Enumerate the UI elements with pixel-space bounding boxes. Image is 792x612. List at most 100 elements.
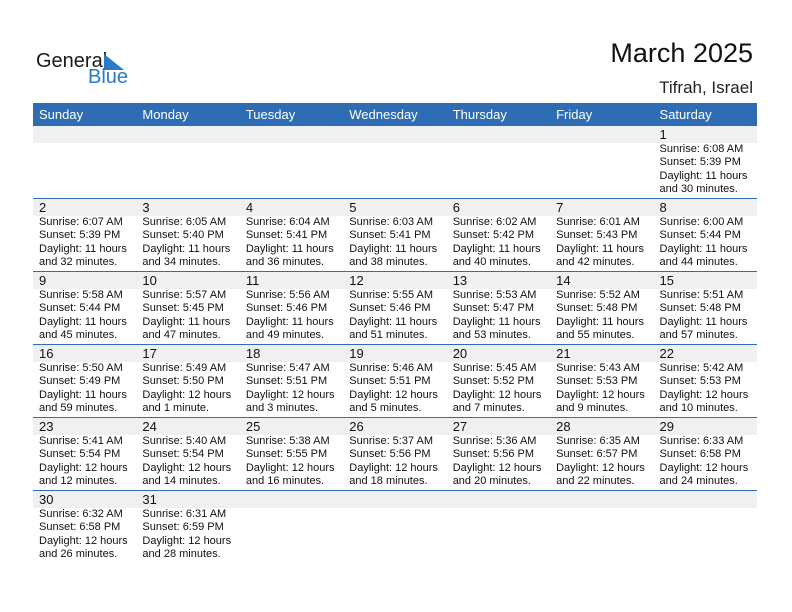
day-number: 13 — [452, 273, 468, 288]
sunset-text: Sunset: 5:56 PM — [452, 448, 535, 461]
daylight-text: and 32 minutes. — [39, 255, 118, 268]
daylight-text: Daylight: 12 hours — [556, 388, 645, 401]
day-cell: 12 Sunrise: 5:55 AM Sunset: 5:46 PM Dayligh… — [343, 272, 447, 344]
day-info: Sunrise: 5:45 AM Sunset: 5:52 PM Daylight:… — [453, 362, 542, 415]
daylight-text: and 36 minutes. — [245, 255, 325, 268]
daylight-text: Daylight: 12 hours — [142, 534, 232, 547]
daylight-text: and 45 minutes. — [39, 328, 118, 341]
sunrise-text: Sunrise: 5:57 AM — [142, 289, 227, 301]
day-info: Sunrise: 5:46 AM Sunset: 5:51 PM Daylight:… — [349, 362, 438, 415]
sunset-text: Sunset: 5:51 PM — [349, 375, 431, 388]
day-number-band — [33, 491, 137, 508]
daylight-text: Daylight: 12 hours — [556, 461, 645, 474]
day-number-band — [653, 345, 757, 362]
weekday-wednesday: Wednesday — [349, 107, 418, 122]
weekday-tuesday: Tuesday — [245, 107, 296, 122]
day-number-band — [550, 199, 654, 216]
day-number: 21 — [556, 346, 571, 361]
day-number: 25 — [245, 419, 261, 434]
daylight-text: Daylight: 11 hours — [556, 242, 644, 255]
daylight-text: and 9 minutes. — [556, 401, 629, 414]
day-number: 19 — [349, 346, 364, 361]
daylight-text: Daylight: 11 hours — [39, 315, 127, 328]
day-number: 4 — [245, 200, 254, 215]
daylight-text: Daylight: 12 hours — [39, 534, 128, 547]
day-number-band — [343, 199, 447, 216]
sunrise-text: Sunrise: 5:50 AM — [39, 362, 123, 374]
sunset-text: Sunset: 5:51 PM — [245, 375, 328, 388]
day-info: Sunrise: 5:47 AM Sunset: 5:51 PM Daylight:… — [246, 362, 335, 415]
day-number: 2 — [39, 200, 47, 215]
day-info: Sunrise: 5:37 AM Sunset: 5:56 PM Daylight:… — [349, 435, 438, 488]
daylight-text: Daylight: 11 hours — [349, 242, 438, 255]
weekday-monday: Monday — [142, 107, 189, 122]
day-number-band — [33, 272, 137, 289]
day-cell: 30 Sunrise: 6:32 AM Sunset: 6:58 PM Dayligh… — [33, 491, 137, 563]
day-cell: 27 Sunrise: 5:36 AM Sunset: 5:56 PM Dayligh… — [446, 418, 551, 490]
day-number: 1 — [659, 127, 667, 142]
daylight-text: and 14 minutes. — [142, 474, 221, 487]
daylight-text: and 49 minutes. — [245, 328, 325, 341]
daylight-text: Daylight: 12 hours — [39, 461, 128, 474]
daylight-text: and 16 minutes. — [245, 474, 325, 487]
sunset-text: Sunset: 5:44 PM — [659, 229, 741, 242]
day-number-band — [33, 199, 137, 216]
sunset-text: Sunset: 5:45 PM — [142, 302, 224, 315]
empty-cell — [33, 126, 137, 198]
day-info: Sunrise: 5:38 AM Sunset: 5:55 PM Daylight:… — [246, 435, 335, 488]
empty-cell — [239, 126, 344, 198]
daylight-text: and 47 minutes. — [142, 328, 221, 341]
day-cell: 4 Sunrise: 6:04 AM Sunset: 5:41 PM Daylight… — [239, 199, 344, 271]
day-number: 14 — [556, 273, 571, 288]
weekday-sunday: Sunday — [39, 107, 84, 122]
day-info: Sunrise: 6:33 AM Sunset: 6:58 PM Daylight:… — [660, 435, 749, 488]
sunset-text: Sunset: 5:52 PM — [452, 375, 535, 388]
sunset-text: Sunset: 5:56 PM — [349, 448, 431, 461]
day-number: 22 — [659, 346, 674, 361]
day-number: 12 — [349, 273, 364, 288]
day-number-band — [550, 345, 654, 362]
empty-cell — [343, 491, 447, 563]
daylight-text: Daylight: 12 hours — [349, 388, 438, 401]
daylight-text: Daylight: 12 hours — [659, 461, 749, 474]
day-number-band — [653, 491, 757, 508]
sunset-text: Sunset: 6:58 PM — [659, 448, 741, 461]
sunrise-text: Sunrise: 5:53 AM — [452, 289, 537, 301]
week-row: 9 Sunrise: 5:58 AM Sunset: 5:44 PM Daylight… — [33, 272, 757, 345]
sunrise-text: Sunrise: 6:35 AM — [556, 435, 640, 447]
day-cell: 2 Sunrise: 6:07 AM Sunset: 5:39 PM Daylight… — [33, 199, 137, 271]
sunrise-text: Sunrise: 6:02 AM — [452, 216, 537, 228]
day-info: Sunrise: 5:42 AM Sunset: 5:53 PM Daylight:… — [660, 362, 749, 415]
day-info: Sunrise: 5:50 AM Sunset: 5:49 PM Daylight:… — [39, 362, 127, 415]
daylight-text: and 20 minutes. — [452, 474, 531, 487]
daylight-text: Daylight: 11 hours — [39, 388, 127, 401]
day-cell: 9 Sunrise: 5:58 AM Sunset: 5:44 PM Daylight… — [33, 272, 137, 344]
day-number: 26 — [349, 419, 364, 434]
sunset-text: Sunset: 5:46 PM — [245, 302, 328, 315]
day-cell: 22 Sunrise: 5:42 AM Sunset: 5:53 PM Dayligh… — [653, 345, 757, 417]
sunset-text: Sunset: 5:49 PM — [39, 375, 121, 388]
daylight-text: and 40 minutes. — [452, 255, 531, 268]
day-number: 20 — [452, 346, 468, 361]
empty-cell — [446, 491, 551, 563]
sunrise-text: Sunrise: 5:43 AM — [556, 362, 640, 374]
daylight-text: Daylight: 12 hours — [142, 388, 232, 401]
location: Tifrah, Israel — [659, 78, 753, 97]
day-number: 7 — [556, 200, 564, 215]
sunrise-text: Sunrise: 5:58 AM — [39, 289, 123, 301]
day-number-band — [239, 272, 344, 289]
day-number-band — [239, 345, 344, 362]
logo-triangle-icon — [104, 54, 124, 70]
sunrise-text: Sunrise: 6:05 AM — [142, 216, 227, 228]
day-info: Sunrise: 6:35 AM Sunset: 6:57 PM Daylight:… — [556, 435, 645, 488]
empty-cell — [239, 491, 344, 563]
day-info: Sunrise: 5:56 AM Sunset: 5:46 PM Daylight:… — [246, 289, 334, 342]
sunrise-text: Sunrise: 5:37 AM — [349, 435, 434, 447]
day-number-band — [446, 126, 551, 143]
day-cell: 25 Sunrise: 5:38 AM Sunset: 5:55 PM Dayligh… — [239, 418, 344, 490]
day-info: Sunrise: 5:43 AM Sunset: 5:53 PM Daylight:… — [556, 362, 645, 415]
daylight-text: Daylight: 11 hours — [556, 315, 644, 328]
sunset-text: Sunset: 5:53 PM — [556, 375, 638, 388]
day-info: Sunrise: 6:04 AM Sunset: 5:41 PM Daylight:… — [246, 216, 334, 269]
day-number-band — [446, 345, 551, 362]
